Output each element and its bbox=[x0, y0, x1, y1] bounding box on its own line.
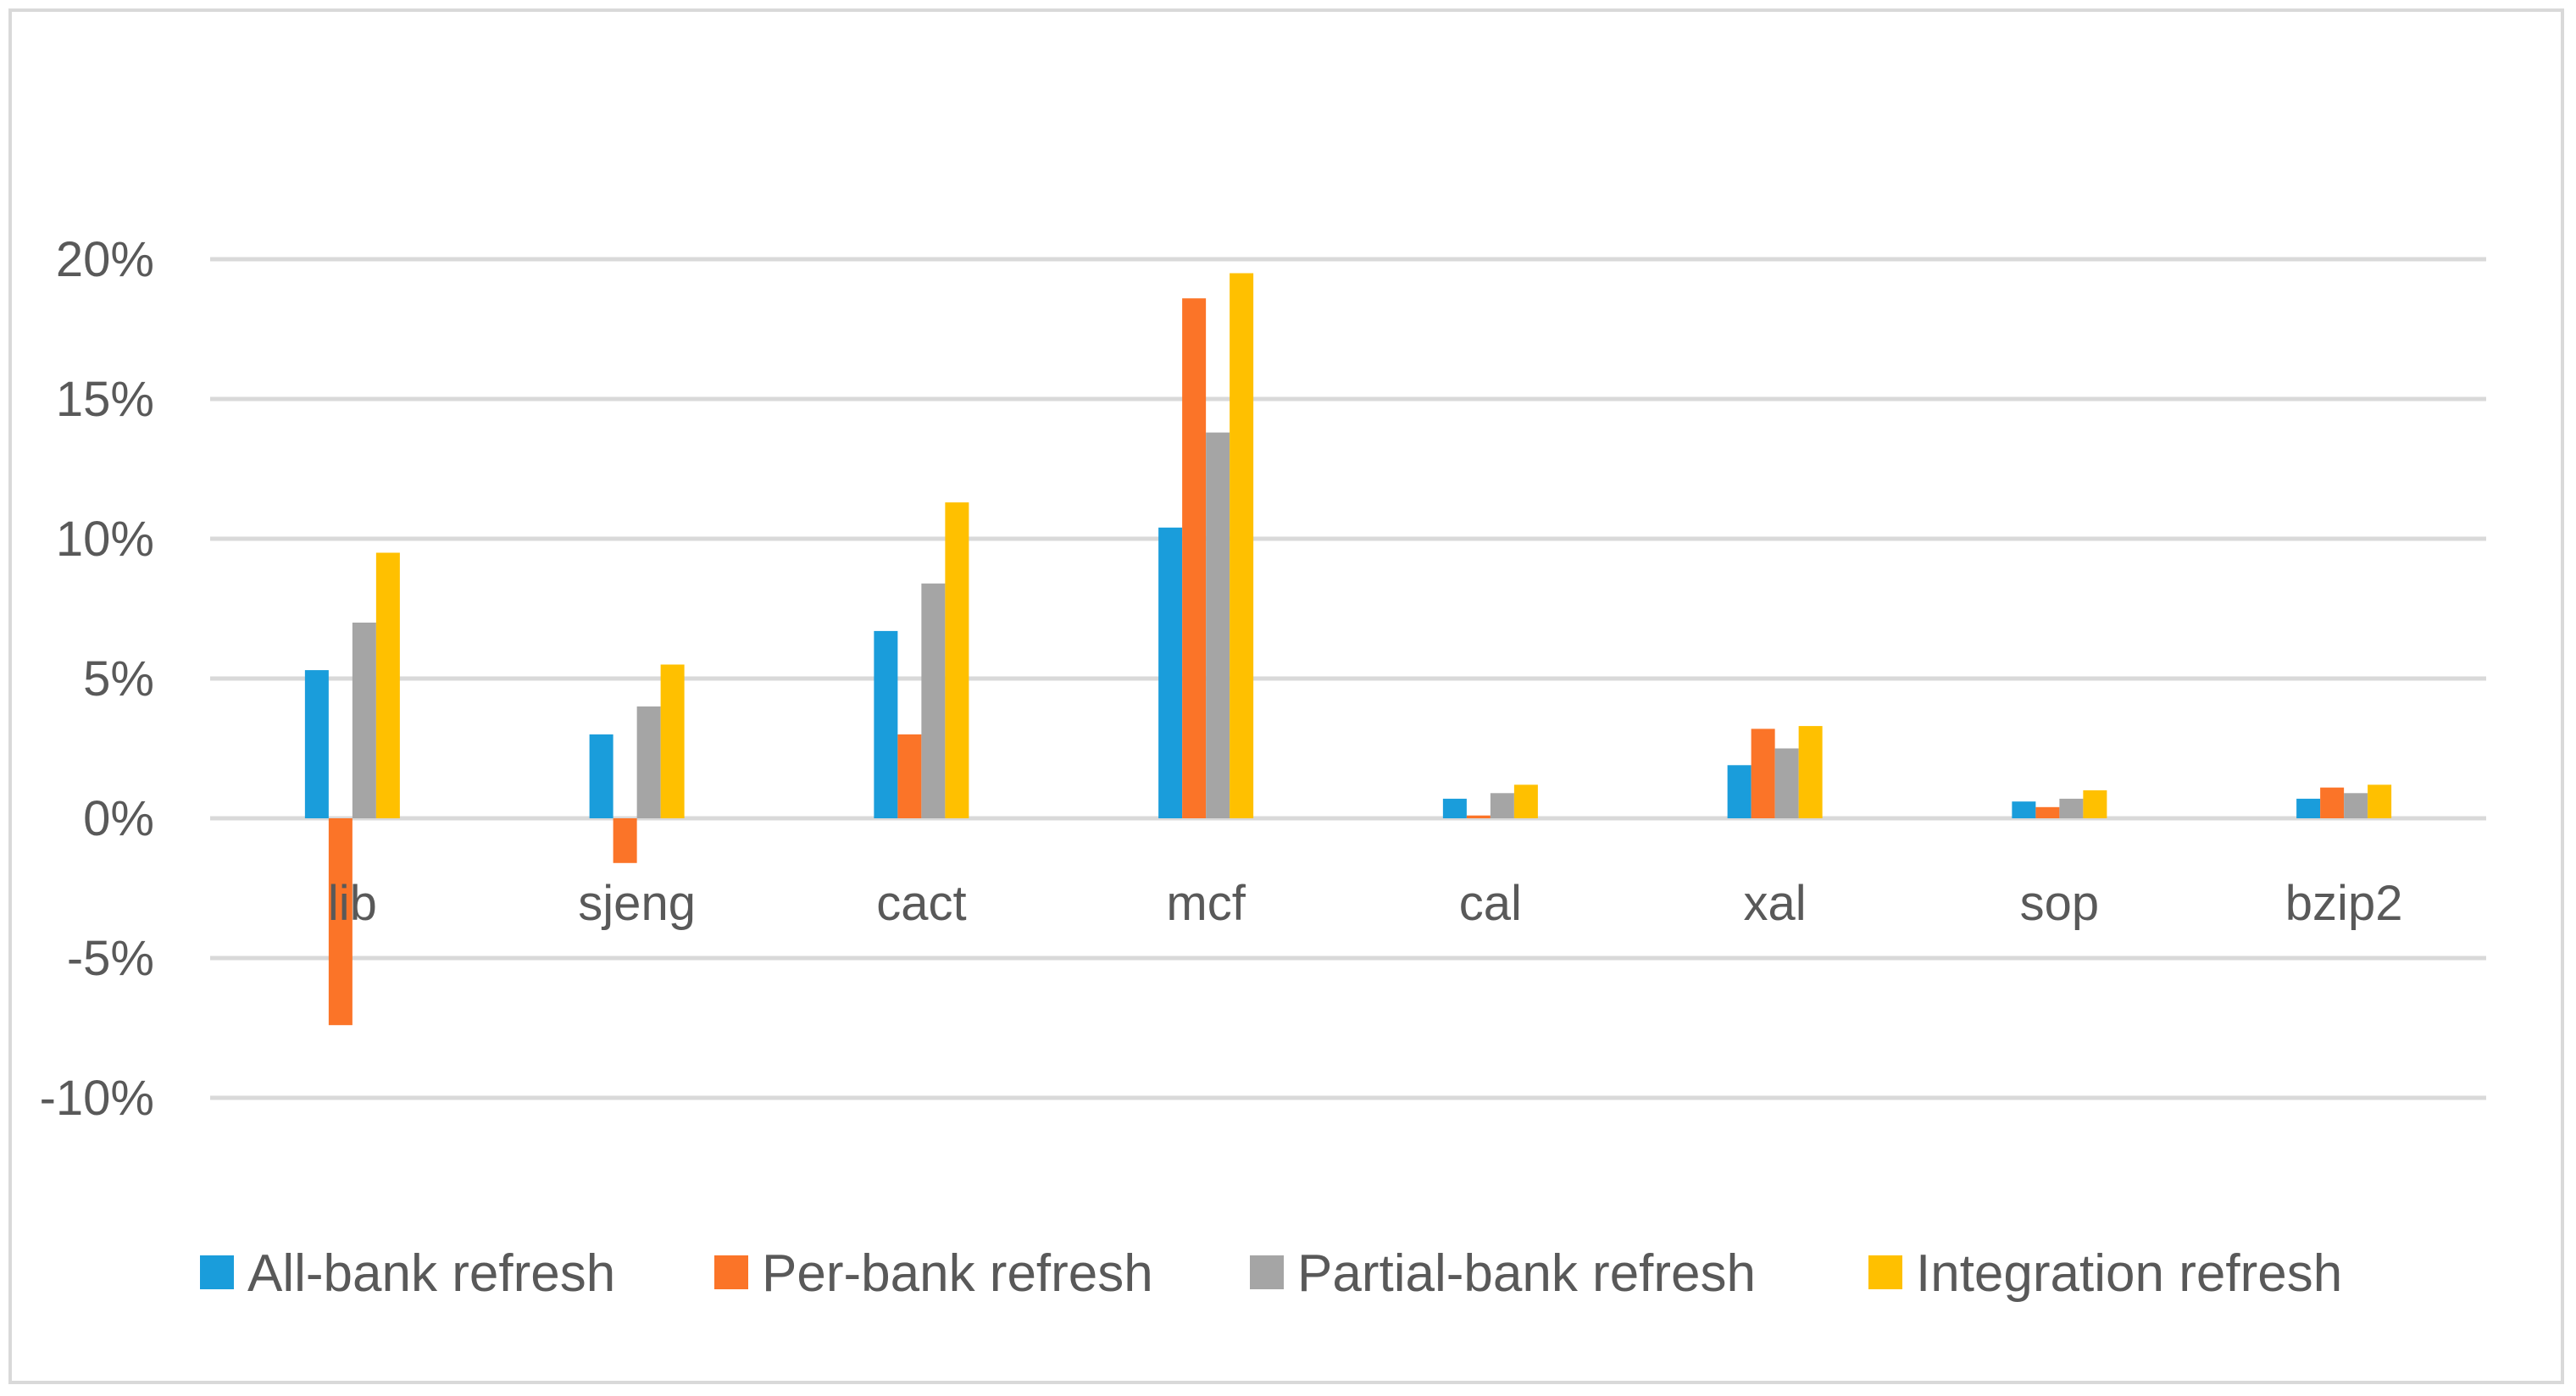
category-label: sop bbox=[2020, 876, 2100, 931]
bar-sop-0 bbox=[2012, 801, 2036, 818]
category-label: cact bbox=[876, 876, 966, 931]
bar-bzip2-0 bbox=[2296, 798, 2321, 818]
category-label: bzip2 bbox=[2285, 876, 2403, 931]
y-tick-label: 15% bbox=[56, 372, 154, 427]
bar-cal-0 bbox=[1442, 798, 1467, 818]
bar-lib-3 bbox=[375, 552, 400, 818]
legend-label: Partial-bank refresh bbox=[1297, 1244, 1756, 1303]
bar-sop-3 bbox=[2083, 790, 2107, 818]
bar-bzip2-3 bbox=[2368, 784, 2392, 818]
bar-cact-1 bbox=[897, 734, 922, 818]
bar-cact-3 bbox=[945, 502, 969, 818]
bar-lib-1 bbox=[328, 818, 353, 1026]
y-tick-label: -5% bbox=[67, 931, 154, 986]
bars bbox=[304, 273, 2392, 1026]
y-tick-label: -10% bbox=[40, 1071, 154, 1126]
legend-swatch bbox=[714, 1255, 748, 1289]
bar-lib-0 bbox=[304, 670, 329, 818]
bar-sop-2 bbox=[2059, 798, 2084, 818]
category-label: cal bbox=[1459, 876, 1522, 931]
legend-label: All-bank refresh bbox=[247, 1244, 615, 1303]
y-axis-ticks: -10% -5% 0% 5% 10% 15% 20% bbox=[40, 232, 154, 1126]
bar-mcf-0 bbox=[1158, 527, 1183, 818]
bar-bzip2-2 bbox=[2344, 793, 2368, 818]
bar-xal-1 bbox=[1751, 728, 1775, 818]
bar-sjeng-0 bbox=[589, 734, 613, 818]
legend: All-bank refresh Per-bank refresh Partial-… bbox=[200, 1244, 2342, 1303]
bar-xal-3 bbox=[1798, 726, 1823, 818]
bar-sjeng-1 bbox=[613, 818, 637, 863]
y-tick-label: 10% bbox=[56, 512, 154, 567]
bar-mcf-1 bbox=[1182, 298, 1207, 818]
legend-swatch bbox=[1250, 1255, 1284, 1289]
bar-sop-1 bbox=[2035, 806, 2060, 818]
bar-mcf-3 bbox=[1230, 273, 1254, 818]
y-tick-label: 0% bbox=[83, 791, 154, 846]
legend-label: Integration refresh bbox=[1916, 1244, 2342, 1303]
y-tick-label: 20% bbox=[56, 232, 154, 287]
legend-swatch bbox=[200, 1255, 234, 1289]
bar-mcf-2 bbox=[1206, 432, 1230, 818]
gridlines bbox=[210, 257, 2486, 1100]
category-label: sjeng bbox=[578, 876, 696, 931]
bar-cal-3 bbox=[1513, 784, 1538, 818]
bar-cact-2 bbox=[921, 583, 946, 818]
chart-frame bbox=[8, 8, 2564, 1384]
category-label: lib bbox=[328, 876, 377, 931]
bar-cal-1 bbox=[1466, 815, 1491, 818]
y-tick-label: 5% bbox=[83, 651, 154, 706]
bar-sjeng-3 bbox=[660, 664, 685, 818]
legend-swatch bbox=[1868, 1255, 1902, 1289]
bar-cal-2 bbox=[1490, 793, 1514, 818]
bar-xal-2 bbox=[1774, 748, 1799, 818]
bar-sjeng-2 bbox=[636, 706, 661, 818]
x-axis-categories: lib sjeng cact mcf cal xal sop bzip2 bbox=[328, 876, 2403, 931]
bar-xal-0 bbox=[1727, 765, 1752, 818]
bar-lib-2 bbox=[352, 623, 376, 818]
category-label: xal bbox=[1744, 876, 1807, 931]
bar-cact-0 bbox=[874, 630, 898, 818]
bar-bzip2-1 bbox=[2320, 787, 2345, 818]
category-label: mcf bbox=[1166, 876, 1246, 931]
legend-label: Per-bank refresh bbox=[762, 1244, 1153, 1303]
